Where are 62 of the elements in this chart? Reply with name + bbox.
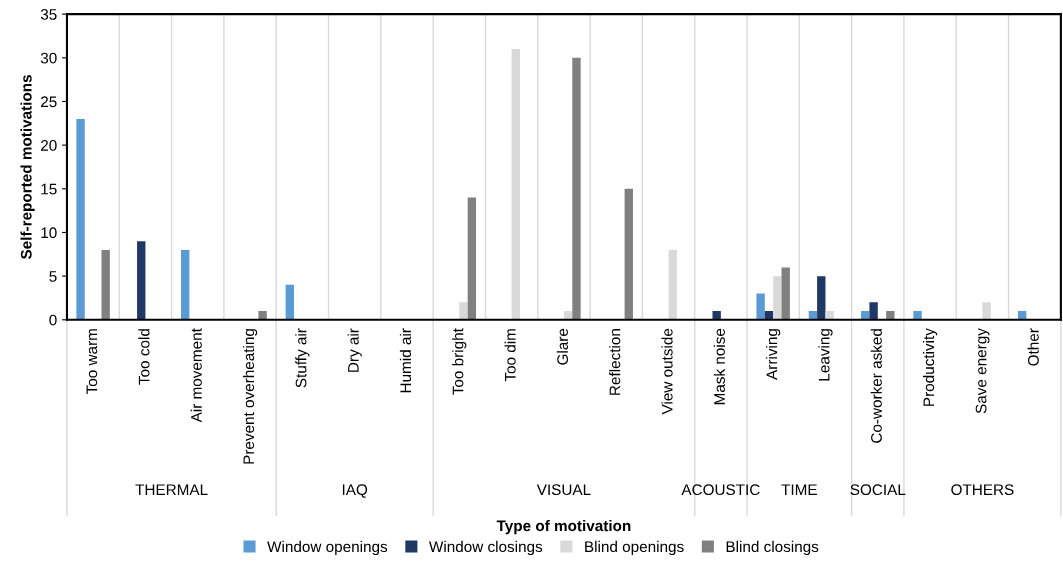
- x-tick-label: Productivity: [922, 328, 938, 406]
- bar: [459, 302, 468, 320]
- text: THERMAL: [135, 484, 208, 495]
- bar: [781, 267, 790, 320]
- text: VISUAL: [536, 484, 591, 496]
- legend-label: Blind closings: [726, 540, 819, 556]
- y-tick-label: 5: [49, 271, 57, 282]
- y-tick-label: 35: [40, 9, 57, 20]
- y-tick-label: 0: [49, 314, 57, 326]
- text: TIME: [781, 484, 817, 495]
- bar: [756, 293, 765, 320]
- x-tick-label: Too warm: [86, 329, 98, 394]
- bar: [572, 57, 581, 320]
- bar: [76, 118, 85, 320]
- x-tick-label: Save energy: [975, 328, 990, 414]
- y-tick-label: 30: [40, 52, 57, 64]
- bar: [869, 302, 878, 320]
- x-tick-label: Stuffy air: [295, 328, 310, 388]
- legend-label: Blind openings: [585, 540, 684, 556]
- x-tick-label: Leaving: [818, 329, 833, 381]
- bar: [982, 302, 991, 320]
- bar: [624, 188, 633, 320]
- y-tick-label: 15: [41, 183, 57, 195]
- bar: [285, 284, 294, 320]
- x-tick-label: Co-worker asked: [870, 329, 882, 443]
- x-tick-label: View outside: [661, 328, 673, 415]
- x-tick-label: Too dim: [504, 329, 516, 382]
- bar: [101, 249, 110, 320]
- bar: [817, 276, 826, 320]
- bar: [712, 311, 721, 320]
- x-tick-label: Arriving: [766, 329, 781, 380]
- text: SOCIAL: [850, 484, 906, 496]
- legend-label: Window closings: [428, 540, 543, 556]
- x-tick-label: Air movement: [190, 328, 202, 423]
- x-tick-label: Reflection: [609, 329, 621, 395]
- y-tick-label: 20: [41, 140, 57, 151]
- bar: [886, 311, 895, 320]
- text: ACOUSTIC: [681, 484, 760, 496]
- y-tick-label: 25: [41, 96, 57, 108]
- x-tick-label: Mask noise: [713, 328, 725, 405]
- bar: [258, 311, 267, 320]
- bar: [668, 249, 677, 320]
- bar: [467, 197, 477, 320]
- x-tick-label: Humid air: [399, 328, 412, 393]
- bar: [511, 49, 520, 320]
- text: OTHERS: [951, 484, 1014, 496]
- bar: [825, 311, 834, 320]
- bar: [913, 311, 922, 320]
- y-axis-title: Self-reported motivations: [20, 75, 35, 260]
- bar: [181, 249, 190, 320]
- legend-label: Window openings: [267, 540, 388, 556]
- x-tick-label: Too bright: [452, 328, 467, 395]
- x-tick-label: Prevent overheating: [242, 329, 258, 464]
- x-axis-title: Type of motivation: [496, 519, 631, 535]
- bar: [773, 276, 782, 320]
- x-tick-label: Too cold: [138, 329, 150, 385]
- x-tick-label: Other: [1027, 328, 1039, 366]
- bar: [137, 241, 146, 320]
- x-tick-label: Glare: [556, 328, 569, 365]
- x-tick-label: Dry air: [347, 328, 362, 372]
- text: IAQ: [342, 484, 368, 498]
- y-tick-label: 10: [41, 227, 57, 239]
